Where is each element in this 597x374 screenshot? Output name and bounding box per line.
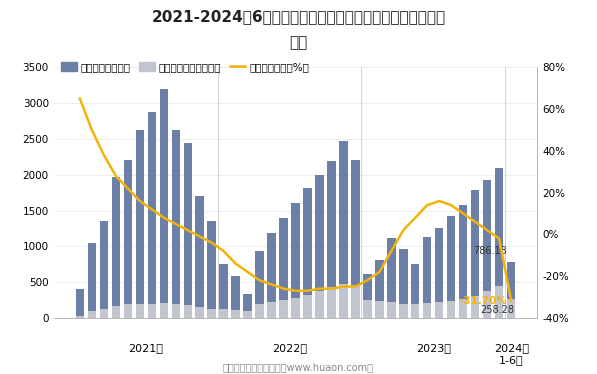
Bar [447,215,456,318]
Bar [112,177,120,318]
Bar [124,304,132,318]
Text: 2023年: 2023年 [416,343,451,353]
Bar [76,289,84,318]
Bar [339,141,347,318]
Bar [327,161,336,318]
Bar [459,205,467,318]
Bar [387,302,396,318]
Text: 2024年
1-6月: 2024年 1-6月 [494,343,528,365]
Bar [375,260,383,318]
Text: 2022年: 2022年 [272,343,307,353]
Bar [88,243,96,318]
Bar [279,218,288,318]
Bar [256,304,264,318]
Bar [220,264,228,318]
Bar [291,203,300,318]
Bar [375,301,383,318]
Bar [423,237,432,318]
Bar [291,298,300,318]
Bar [447,301,456,318]
Bar [495,168,503,318]
Bar [147,304,156,318]
Text: 面积: 面积 [290,36,307,50]
Bar [483,291,491,318]
Text: 786.18: 786.18 [473,246,506,256]
Bar [435,302,444,318]
Bar [315,291,324,318]
Bar [244,294,252,318]
Bar [435,228,444,318]
Bar [279,300,288,318]
Bar [76,316,84,318]
Bar [267,233,276,318]
Bar [303,295,312,318]
Bar [399,304,408,318]
Bar [195,307,204,318]
Bar [411,264,420,318]
Bar [100,221,108,318]
Bar [351,160,359,318]
Bar [267,302,276,318]
Text: 258.28: 258.28 [480,305,514,315]
Text: -31.70%: -31.70% [460,296,507,306]
Bar [471,190,479,318]
Bar [399,249,408,318]
Bar [208,309,216,318]
Bar [483,180,491,318]
Bar [159,303,168,318]
Bar [220,309,228,318]
Bar [363,273,371,318]
Bar [363,300,371,318]
Bar [459,298,467,318]
Bar [423,303,432,318]
Legend: 商品住宅（万㎡）, 商品住宅现房（万㎡）, 商品住宅增速（%）: 商品住宅（万㎡）, 商品住宅现房（万㎡）, 商品住宅增速（%） [59,60,312,74]
Bar [159,89,168,318]
Bar [124,160,132,318]
Bar [232,276,240,318]
Bar [183,143,192,318]
Bar [256,251,264,318]
Bar [315,175,324,318]
Bar [100,309,108,318]
Bar [136,304,144,318]
Bar [88,312,96,318]
Bar [183,305,192,318]
Bar [303,188,312,318]
Bar [471,297,479,318]
Bar [411,304,420,318]
Text: 2021年: 2021年 [128,343,163,353]
Text: 2021-2024年6月云南省房地产商品住宅及商品住宅现房销售: 2021-2024年6月云南省房地产商品住宅及商品住宅现房销售 [152,9,445,24]
Bar [232,310,240,318]
Bar [136,130,144,318]
Bar [244,311,252,318]
Bar [112,306,120,318]
Bar [195,196,204,318]
Bar [327,287,336,318]
Bar [387,238,396,318]
Bar [507,262,515,318]
Bar [495,286,503,318]
Bar [171,304,180,318]
Bar [147,113,156,318]
Bar [339,283,347,318]
Bar [351,285,359,318]
Bar [507,300,515,318]
Text: 制图：华经产业研究院（www.huaon.com）: 制图：华经产业研究院（www.huaon.com） [223,362,374,372]
Bar [208,221,216,318]
Bar [171,130,180,318]
